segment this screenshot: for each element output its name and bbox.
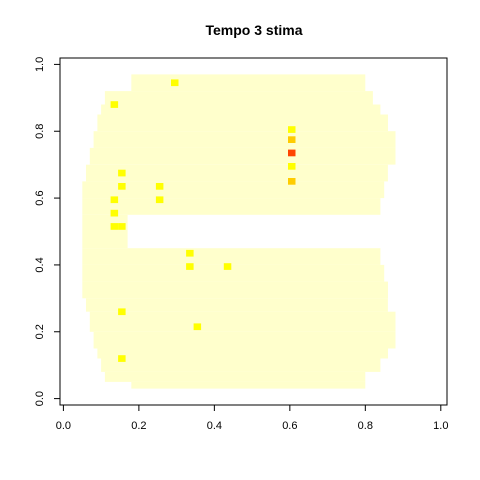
heatmap-region-row [93,131,396,148]
heatmap-cell [118,169,126,177]
heatmap-region-row [89,311,396,332]
x-tick-label: 0.8 [358,420,373,432]
heatmap-hotspots [110,79,296,362]
heatmap-region-row [101,358,381,372]
heatmap-region-row [101,104,381,115]
x-axis: 0.0 0.2 0.4 0.6 0.8 1.0 [56,404,448,432]
heatmap-cell [118,183,126,190]
x-tick-label: 0.2 [131,420,146,432]
heatmap-cell [118,223,126,230]
heatmap-cell [288,111,296,118]
heatmap-region-row [89,147,396,165]
heatmap-cell [155,183,164,190]
heatmap-region-row [93,331,396,349]
heatmap-cell [288,136,296,143]
heatmap-region-row [97,114,389,132]
heatmap-cell [118,355,126,362]
y-tick-label: 1.0 [34,57,46,72]
x-tick-label: 0.0 [56,420,71,432]
heatmap-region-row [131,74,366,92]
heatmap-cell [186,263,194,270]
heatmap-cell [110,196,119,204]
heatmap-region-row [82,198,381,215]
heatmap-cell [110,209,119,217]
heatmap-cell [223,263,232,270]
heatmap-cell [288,178,296,185]
heatmap-region-row [86,164,388,182]
x-tick-label: 1.0 [433,420,448,432]
heatmap-cell [288,149,296,157]
heatmap-cells [82,74,396,389]
heatmap-cell [288,163,296,170]
heatmap-cell [288,186,296,194]
heatmap-cell [193,323,202,331]
heatmap-cell [110,223,119,230]
heatmap-region-row [104,91,373,105]
y-axis: 0.0 0.2 0.4 0.6 0.8 1.0 [34,57,61,406]
y-tick-label: 0.0 [34,391,46,406]
chart-title: Tempo 3 stima [206,22,303,38]
heatmap-cell [288,126,296,133]
heatmap-region-row [131,381,366,389]
heatmap-cell [186,249,194,257]
heatmap-region-row [82,181,385,199]
heatmap-cell [118,308,126,316]
heatmap-region-row [82,214,128,249]
y-tick-label: 0.4 [34,257,46,272]
y-tick-label: 0.6 [34,190,46,205]
heatmap-region-row [82,248,381,265]
heatmap-region-row [82,281,389,299]
y-tick-label: 0.2 [34,324,46,339]
heatmap-cell [171,79,179,87]
y-tick-label: 0.8 [34,124,46,139]
heatmap-region-row [82,264,385,282]
x-tick-label: 0.6 [282,420,297,432]
heatmap-region-row [97,348,389,359]
x-tick-label: 0.4 [207,420,222,432]
heatmap-region-row [104,371,366,382]
heatmap-cell [110,101,119,108]
heatmap-region-row [86,298,388,312]
heatmap-cell [155,196,164,204]
